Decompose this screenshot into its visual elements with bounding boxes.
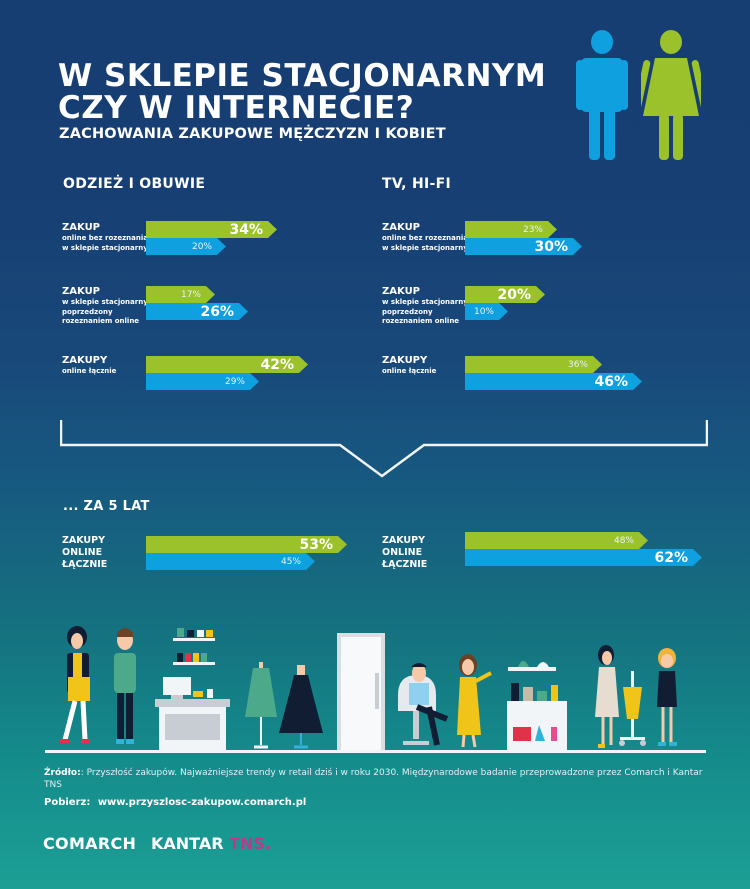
row-label-future-tv: ZAKUPY ONLINE ŁĄCZNIE (382, 535, 428, 570)
shopper-man-standing (114, 628, 136, 744)
row-label-clothes-1: ZAKUP online bez rozeznania w sklepie st… (62, 222, 156, 252)
row-label-clothes-2: ZAKUP w sklepie stacjonarnym poprzedzony… (62, 286, 156, 325)
row-label-tv-3: ZAKUPY online łącznie (382, 355, 437, 375)
bar-clothes-3-men: 29% (146, 373, 259, 390)
man-icon (576, 30, 628, 160)
store-illustration (60, 626, 677, 751)
shoe-shelves (173, 628, 215, 665)
shopper-woman-yellow-dress (457, 654, 492, 748)
download-line: Pobierz: www.przyszlosc-zakupow.comarch.… (44, 797, 306, 808)
bar-future-clothes-women: 53% (146, 536, 347, 553)
section-title-future: ... ZA 5 LAT (63, 499, 150, 514)
shopper-woman-walking (60, 626, 90, 743)
bar-future-tv-men: 62% (465, 549, 702, 566)
subtitle: ZACHOWANIA ZAKUPOWE MĘŻCZYZN I KOBIET (59, 126, 446, 142)
bar-tv-1-men: 30% (465, 238, 582, 255)
bar-tv-3-women: 36% (465, 356, 602, 373)
row-label-tv-1: ZAKUP online bez rozeznania w sklepie st… (382, 222, 476, 252)
bar-future-tv-women: 48% (465, 532, 648, 549)
bar-tv-2-women: 20% (465, 286, 545, 303)
mannequin-coat (245, 662, 277, 749)
mannequin-dress (279, 665, 323, 749)
shopper-woman-black-dress (657, 648, 677, 746)
section-title-clothes: ODZIEŻ I OBUWIE (63, 176, 206, 192)
bar-clothes-2-women: 17% (146, 286, 215, 303)
shopper-woman-striped-dress (595, 645, 619, 748)
comarch-logo: COMARCH (43, 834, 137, 853)
source-note: Źródło:: Przyszłość zakupów. Najważniejs… (44, 767, 704, 791)
source-text: : Przyszłość zakupów. Najważniejsze tren… (44, 768, 703, 790)
title-line-1: W SKLEPIE STACJONARNYM (58, 58, 547, 94)
bar-clothes-1-men: 20% (146, 238, 226, 255)
bar-tv-1-women: 23% (465, 221, 557, 238)
row-label-clothes-3: ZAKUPY online łącznie (62, 355, 117, 375)
bar-clothes-1-women: 34% (146, 221, 277, 238)
kantar-tns-logo: KANTAR TNS. (151, 834, 272, 853)
bar-clothes-2-men: 26% (146, 303, 248, 320)
woman-icon (641, 30, 701, 160)
fitting-room-door (337, 633, 385, 751)
download-label: Pobierz: (44, 797, 91, 808)
seated-man (398, 663, 449, 746)
section-title-tv: TV, HI-FI (382, 176, 451, 192)
bags-display (507, 661, 567, 751)
source-label: Źródło: (44, 768, 81, 778)
row-label-future-clothes: ZAKUPY ONLINE ŁĄCZNIE (62, 535, 108, 570)
clothes-rack (619, 671, 646, 746)
floor-line (45, 750, 706, 753)
checkout-counter (155, 677, 230, 751)
bar-clothes-3-women: 42% (146, 356, 308, 373)
bracket-divider (60, 420, 708, 478)
row-label-tv-2: ZAKUP w sklepie stacjonarnym poprzedzony… (382, 286, 476, 325)
title-line-2: CZY W INTERNECIE? (58, 90, 415, 126)
bar-tv-2-men: 10% (465, 303, 508, 320)
bar-tv-3-men: 46% (465, 373, 642, 390)
bar-future-clothes-men: 45% (146, 553, 315, 570)
download-link[interactable]: www.przyszlosc-zakupow.comarch.pl (97, 797, 307, 808)
